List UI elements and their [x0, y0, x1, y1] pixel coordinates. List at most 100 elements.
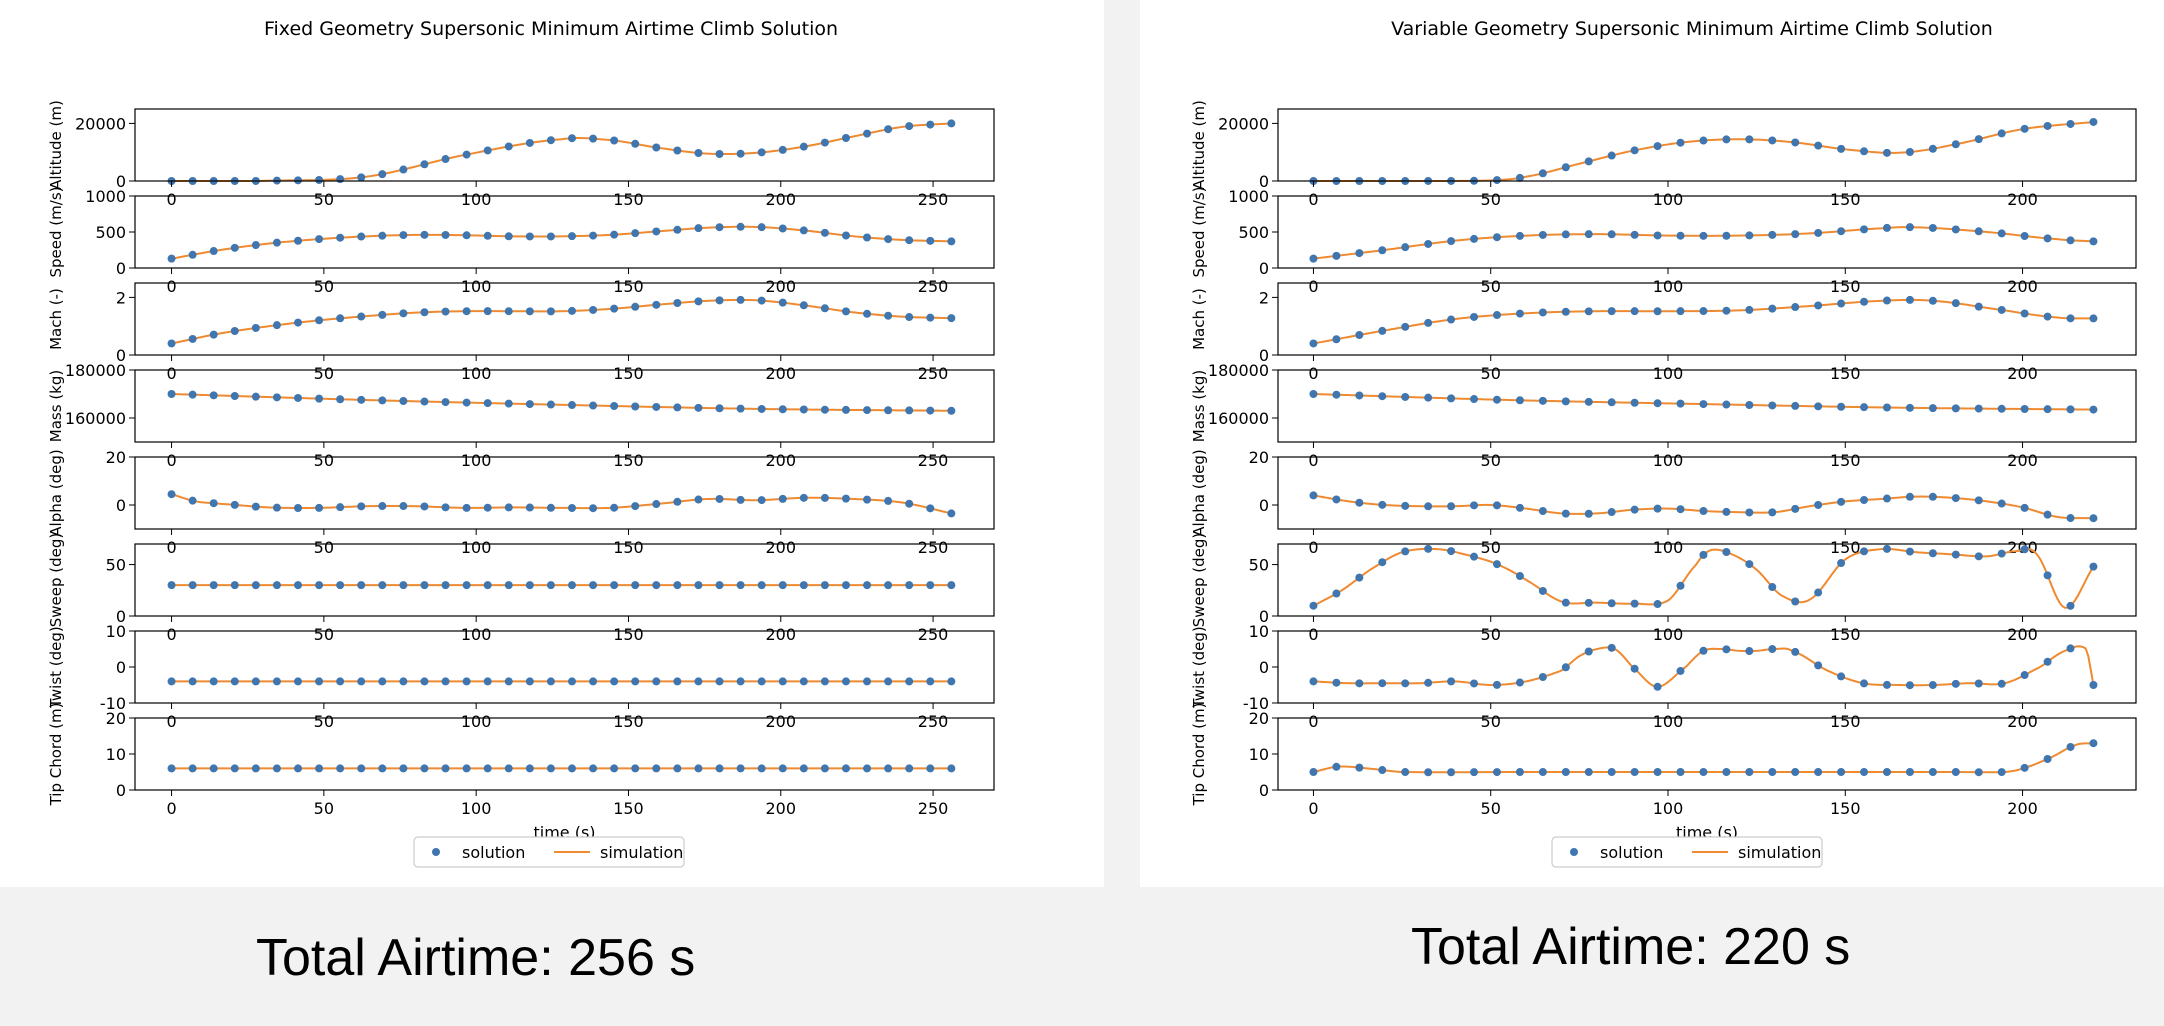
solution-point	[567, 764, 576, 773]
solution-point	[841, 677, 850, 686]
solution-point	[1378, 679, 1387, 688]
solution-point	[1860, 297, 1869, 306]
solution-point	[926, 313, 935, 322]
solution-point	[1974, 227, 1983, 236]
legend: solution simulation	[413, 836, 685, 868]
solution-point	[209, 581, 218, 590]
solution-point	[378, 231, 387, 240]
solution-point	[546, 677, 555, 686]
solution-point	[1676, 307, 1685, 316]
solution-point	[2020, 404, 2029, 413]
solution-point	[272, 764, 281, 773]
solution-point	[1470, 234, 1479, 243]
solution-point	[1630, 230, 1639, 239]
solution-point	[799, 226, 808, 235]
y-tick-label: 20000	[1218, 114, 1269, 133]
solution-point	[441, 503, 450, 512]
y-axis-label: Sweep (deg)	[47, 533, 65, 628]
solution-point	[1951, 404, 1960, 413]
x-tick-label: 150	[1830, 625, 1861, 644]
solution-point	[947, 237, 956, 246]
axes-frame	[1277, 456, 2137, 530]
x-tick-label: 200	[2007, 451, 2038, 470]
solution-point	[167, 390, 176, 398]
y-axis-label: Mach (-)	[1190, 288, 1208, 350]
solution-point	[1722, 547, 1731, 556]
solution-point	[2020, 309, 2029, 318]
solution-point	[631, 402, 640, 411]
x-tick-label: 150	[613, 799, 644, 818]
solution-point	[589, 504, 598, 513]
solution-point	[525, 677, 534, 686]
solution-point	[757, 764, 766, 773]
solution-point	[1515, 503, 1524, 512]
solution-point	[1470, 312, 1479, 321]
solution-point	[841, 134, 850, 142]
solution-point	[294, 764, 303, 773]
solution-point	[1837, 227, 1846, 236]
solution-point	[420, 764, 429, 773]
solution-point	[1905, 768, 1914, 776]
solution-point	[610, 402, 619, 411]
solution-point	[884, 677, 893, 686]
solution-point	[610, 581, 619, 590]
solution-point	[1768, 768, 1777, 776]
solution-point	[483, 764, 492, 773]
solution-point	[1309, 254, 1318, 263]
solution-point	[1837, 144, 1846, 153]
x-tick-label: 100	[461, 364, 492, 383]
solution-point	[1332, 390, 1341, 399]
x-tick-label: 200	[2007, 364, 2038, 383]
axes-frame	[134, 630, 995, 704]
simulation-line	[1313, 742, 2094, 774]
solution-point	[1424, 768, 1433, 777]
y-tick-label: 2	[1259, 288, 1269, 307]
solution-point	[378, 310, 387, 319]
solution-point	[1745, 768, 1754, 776]
solution-point	[462, 677, 471, 686]
solution-point	[884, 581, 893, 590]
solution-point	[1378, 558, 1387, 567]
x-tick-label: 250	[918, 451, 949, 470]
solution-point	[336, 233, 345, 242]
solution-point	[1974, 768, 1983, 777]
solution-point	[799, 677, 808, 686]
solution-point	[589, 764, 598, 773]
solution-point	[441, 398, 450, 407]
solution-point	[778, 224, 787, 233]
legend-simulation-label: simulation	[1738, 843, 1821, 862]
solution-point	[1401, 322, 1410, 331]
solution-point	[1630, 307, 1639, 316]
solution-point	[1561, 509, 1570, 518]
solution-point	[905, 236, 914, 245]
solution-point	[504, 307, 513, 316]
subplot-altitude: 0 20000 Altitude (m) 0 50 100 150 200 250	[47, 100, 995, 209]
solution-point	[631, 302, 640, 311]
x-tick-label: 250	[918, 364, 949, 383]
solution-point	[315, 677, 324, 686]
solution-point	[947, 677, 956, 686]
solution-point	[2066, 601, 2075, 610]
solution-point	[757, 404, 766, 413]
x-tick-label: 150	[613, 625, 644, 644]
solution-point	[230, 327, 239, 335]
solution-point	[336, 581, 345, 590]
solution-point	[1768, 230, 1777, 239]
y-tick-label: 500	[95, 223, 126, 242]
axes-frame	[134, 543, 995, 617]
solution-point	[1676, 505, 1685, 514]
y-tick-label: 0	[116, 607, 126, 626]
solution-point	[1470, 552, 1479, 561]
subplot-altitude: 0 20000 Altitude (m) 0 50 100 150 200	[1190, 100, 2137, 209]
solution-point	[926, 581, 935, 590]
x-tick-label: 200	[765, 190, 796, 209]
solution-point	[1561, 768, 1570, 776]
solution-point	[209, 677, 218, 686]
solution-point	[610, 764, 619, 773]
solution-point	[1607, 599, 1616, 608]
solution-point	[694, 224, 703, 233]
x-tick-label: 50	[1481, 538, 1501, 557]
solution-point	[1974, 679, 1983, 688]
solution-point	[525, 307, 534, 316]
